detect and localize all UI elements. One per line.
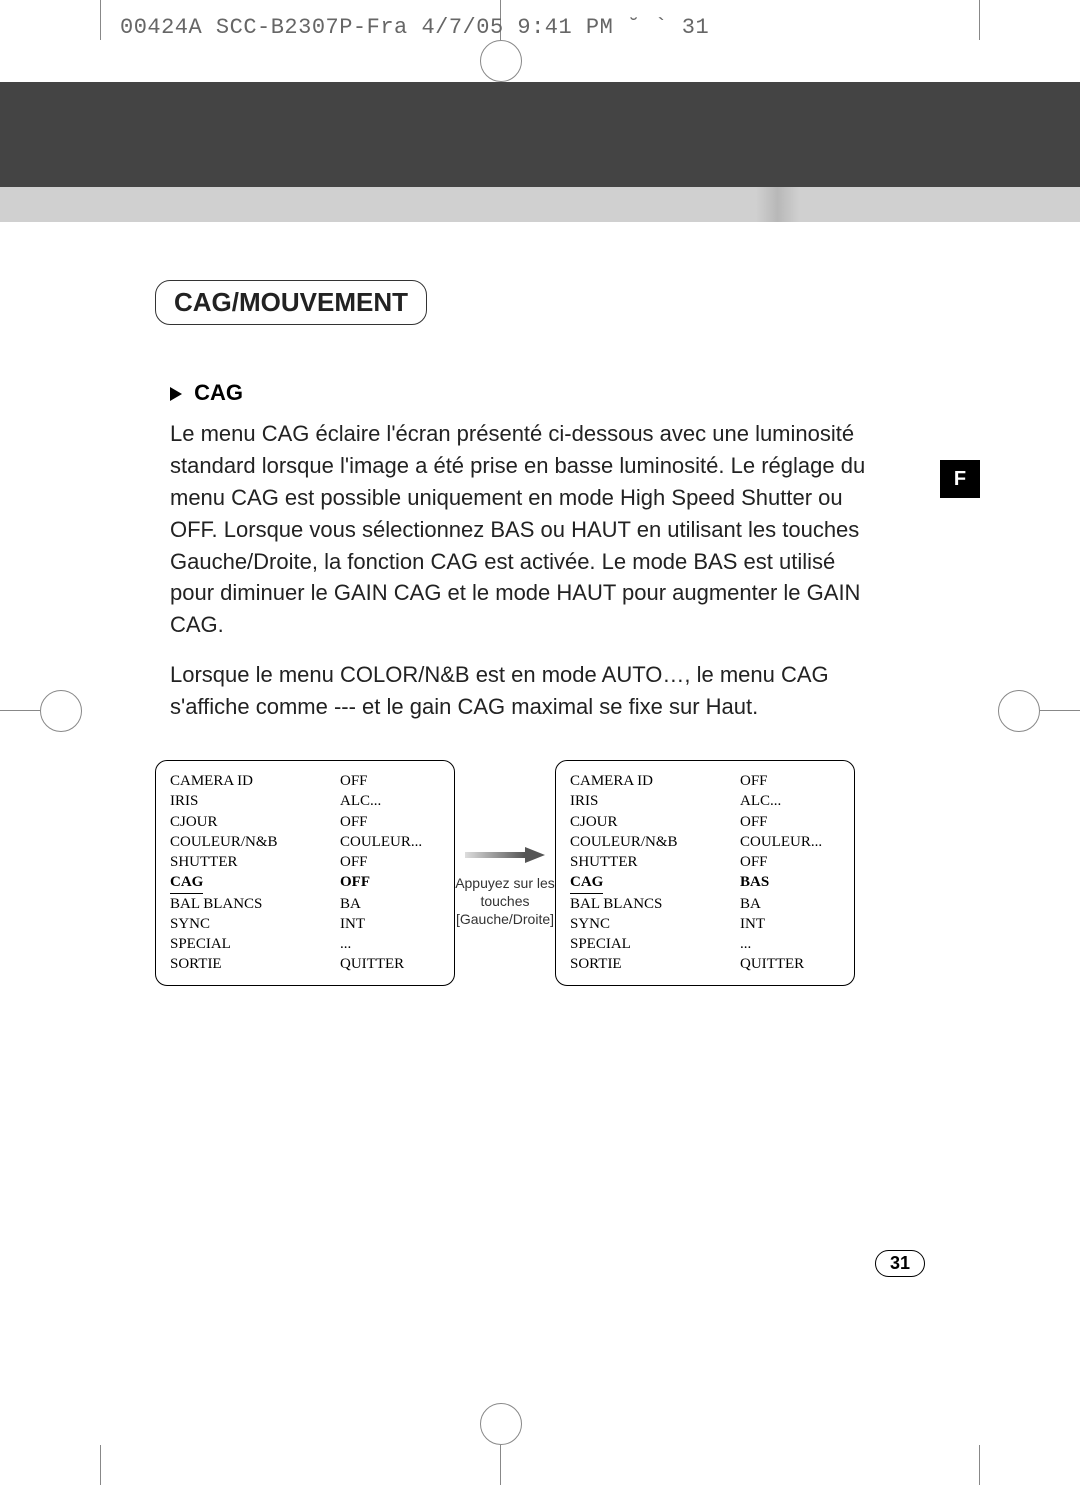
menu-row-value: QUITTER	[740, 954, 840, 974]
arrow-text-3: [Gauche/Droite]	[455, 910, 555, 928]
menu-row: CAGOFF	[170, 872, 440, 893]
menu-row: SPECIAL...	[170, 934, 440, 954]
menu-row-value: INT	[340, 914, 440, 934]
frame-line	[100, 0, 101, 40]
menu-row-label: SPECIAL	[570, 934, 740, 954]
menu-row-value: COULEUR...	[340, 832, 440, 852]
menu-row-value: ALC...	[340, 791, 440, 811]
menu-row-value: ALC...	[740, 791, 840, 811]
menu-row-value: OFF	[340, 872, 440, 893]
menu-row-value: BA	[340, 894, 440, 914]
menu-row-label: CJOUR	[570, 812, 740, 832]
menu-row: COULEUR/N&BCOULEUR...	[570, 832, 840, 852]
page-number: 31	[875, 1250, 925, 1277]
menu-row-label: IRIS	[170, 791, 340, 811]
menu-box-right: CAMERA IDOFFIRISALC...CJOUROFFCOULEUR/N&…	[555, 760, 855, 986]
menu-row-label: SHUTTER	[570, 852, 740, 872]
menu-row: CJOUROFF	[170, 812, 440, 832]
menu-box-left: CAMERA IDOFFIRISALC...CJOUROFFCOULEUR/N&…	[155, 760, 455, 986]
menu-row-value: INT	[740, 914, 840, 934]
menu-row-value: OFF	[740, 852, 840, 872]
arrow-icon	[455, 847, 555, 867]
menu-row-value: QUITTER	[340, 954, 440, 974]
paragraph-2: Lorsque le menu COLOR/N&B est en mode AU…	[170, 659, 885, 723]
frame-line	[100, 1445, 101, 1485]
menu-row: SYNCINT	[170, 914, 440, 934]
menu-row-value: ...	[340, 934, 440, 954]
menu-row: SORTIEQUITTER	[570, 954, 840, 974]
menu-row: CAMERA IDOFF	[170, 771, 440, 791]
menu-row-label: COULEUR/N&B	[570, 832, 740, 852]
arrow-section: Appuyez sur les touches [Gauche/Droite]	[455, 817, 555, 928]
menu-row: SHUTTEROFF	[570, 852, 840, 872]
menu-row-value: OFF	[740, 812, 840, 832]
menu-row-value: ...	[740, 934, 840, 954]
menu-diagram: CAMERA IDOFFIRISALC...CJOUROFFCOULEUR/N&…	[155, 760, 915, 986]
menu-row-value: OFF	[740, 771, 840, 791]
menu-row: BAL BLANCSBA	[570, 894, 840, 914]
document-header-info: 00424A SCC-B2307P-Fra 4/7/05 9:41 PM ˘ `…	[120, 15, 709, 40]
paragraph-1: Le menu CAG éclaire l'écran présenté ci-…	[170, 418, 885, 641]
frame-line	[979, 0, 980, 40]
section-title: CAG/MOUVEMENT	[155, 280, 427, 325]
menu-row-label: SYNC	[570, 914, 740, 934]
menu-row-label: CAG	[570, 872, 740, 893]
menu-row-label: BAL BLANCS	[570, 894, 740, 914]
menu-row-label: IRIS	[570, 791, 740, 811]
menu-row-label: SYNC	[170, 914, 340, 934]
language-badge: F	[940, 460, 980, 498]
menu-row: CJOUROFF	[570, 812, 840, 832]
menu-row-value: OFF	[340, 852, 440, 872]
subsection-title-text: CAG	[194, 380, 243, 405]
header-gray-bar	[0, 187, 1080, 222]
arrow-text-2: touches	[455, 892, 555, 910]
subsection-title: CAG	[170, 380, 885, 406]
menu-row: IRISALC...	[170, 791, 440, 811]
arrow-text-1: Appuyez sur les	[455, 874, 555, 892]
menu-row: IRISALC...	[570, 791, 840, 811]
triangle-icon	[170, 387, 182, 401]
menu-row-value: BA	[740, 894, 840, 914]
menu-row-label: SORTIE	[170, 954, 340, 974]
menu-row: SHUTTEROFF	[170, 852, 440, 872]
menu-row-value: COULEUR...	[740, 832, 840, 852]
crop-mark-right	[1020, 680, 1080, 740]
menu-row: CAMERA IDOFF	[570, 771, 840, 791]
menu-row-label: SORTIE	[570, 954, 740, 974]
menu-row-label: CJOUR	[170, 812, 340, 832]
frame-line	[979, 1445, 980, 1485]
menu-row-value: OFF	[340, 812, 440, 832]
menu-row-label: CAMERA ID	[170, 771, 340, 791]
header-dark-bar	[0, 82, 1080, 187]
menu-row-label: CAG	[170, 872, 340, 893]
menu-row-label: SHUTTER	[170, 852, 340, 872]
menu-row: CAGBAS	[570, 872, 840, 893]
menu-row: SORTIEQUITTER	[170, 954, 440, 974]
menu-row-label: SPECIAL	[170, 934, 340, 954]
menu-row-label: CAMERA ID	[570, 771, 740, 791]
menu-row-value: OFF	[340, 771, 440, 791]
menu-row-value: BAS	[740, 872, 840, 893]
menu-row-label: BAL BLANCS	[170, 894, 340, 914]
crop-mark-bottom	[470, 1425, 530, 1485]
menu-row: BAL BLANCSBA	[170, 894, 440, 914]
menu-row-label: COULEUR/N&B	[170, 832, 340, 852]
menu-row: SYNCINT	[570, 914, 840, 934]
crop-mark-left	[0, 680, 60, 740]
menu-row: COULEUR/N&BCOULEUR...	[170, 832, 440, 852]
menu-row: SPECIAL...	[570, 934, 840, 954]
